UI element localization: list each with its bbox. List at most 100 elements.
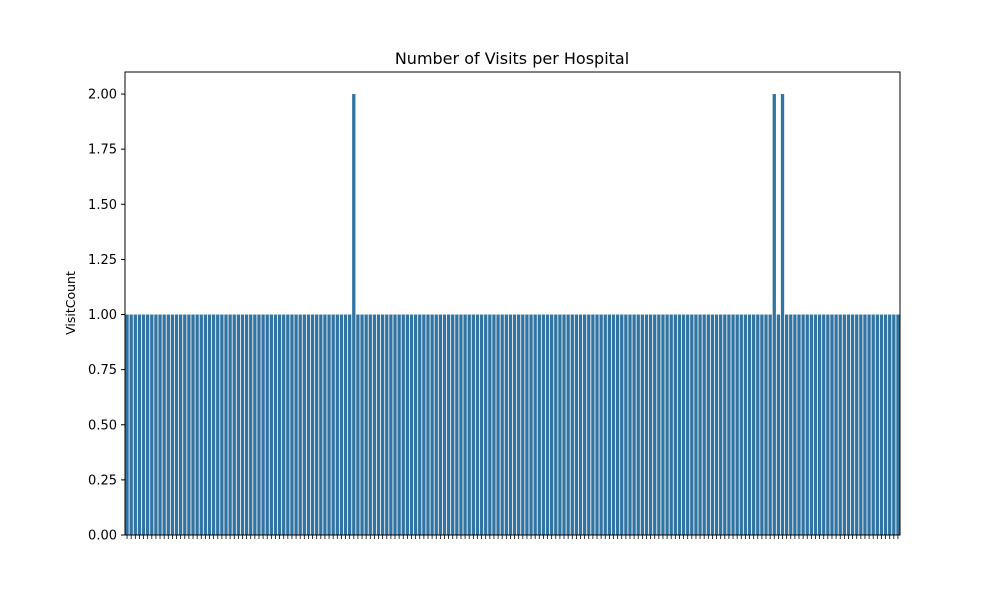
bar — [739, 314, 743, 535]
bar — [875, 314, 879, 535]
bar — [401, 314, 405, 535]
bar — [463, 314, 467, 535]
bar — [240, 314, 245, 535]
bar — [541, 314, 546, 535]
bar — [409, 314, 414, 535]
bar — [154, 314, 158, 535]
bar — [158, 314, 162, 535]
bar — [339, 314, 344, 535]
bar — [273, 314, 278, 535]
y-tick-label: 1.25 — [88, 253, 117, 268]
bar — [714, 314, 719, 535]
bar — [166, 314, 170, 535]
y-tick-label: 1.00 — [88, 308, 117, 323]
bar — [822, 314, 826, 535]
bar — [162, 314, 166, 535]
bar — [644, 314, 649, 535]
bar — [756, 314, 760, 535]
bar — [669, 314, 673, 535]
bar — [376, 314, 381, 535]
bar — [743, 314, 748, 535]
bar — [372, 314, 377, 535]
bar — [834, 314, 838, 535]
bar — [207, 314, 212, 535]
bar — [471, 314, 475, 535]
y-tick-label: 0.50 — [88, 418, 117, 433]
y-axis: 0.00 0.25 0.50 0.75 1.00 1.25 1.50 1.75 2.00 — [88, 88, 125, 544]
bar — [315, 314, 319, 535]
y-tick-label: 1.50 — [88, 198, 117, 213]
bar — [335, 314, 339, 535]
bar — [343, 314, 348, 535]
bar — [306, 314, 311, 535]
bar — [265, 314, 269, 535]
bar — [706, 314, 710, 535]
x-axis — [126, 535, 899, 539]
bar — [624, 314, 628, 535]
bar — [896, 314, 900, 535]
bar — [805, 314, 809, 535]
bar — [348, 314, 352, 535]
bar — [735, 314, 739, 535]
y-tick-label: 0.75 — [88, 363, 117, 378]
bar — [236, 314, 241, 535]
bar — [525, 314, 529, 535]
bar — [397, 314, 401, 535]
bar — [183, 314, 187, 535]
bar — [698, 314, 702, 535]
bar — [776, 314, 781, 535]
bar — [385, 314, 389, 535]
bar — [760, 314, 764, 535]
bar — [216, 314, 220, 535]
bar — [257, 314, 261, 535]
bar — [521, 314, 525, 535]
bar — [220, 314, 224, 535]
plot-frame — [124, 71, 901, 536]
bar — [620, 314, 624, 535]
bar — [657, 314, 661, 535]
bar — [723, 314, 727, 535]
bar — [780, 94, 785, 536]
bar — [628, 314, 632, 535]
bars-group — [125, 94, 900, 536]
bar — [566, 314, 570, 535]
bar — [327, 314, 331, 535]
bar — [137, 314, 142, 535]
bar — [681, 314, 686, 535]
bar — [146, 314, 150, 535]
bar — [418, 314, 422, 535]
bar — [719, 314, 723, 535]
bar — [174, 314, 179, 535]
bar — [232, 314, 236, 535]
bar — [488, 314, 492, 535]
bar — [855, 314, 859, 535]
bar — [269, 314, 273, 535]
bar — [587, 314, 591, 535]
bar — [199, 314, 203, 535]
bar — [591, 314, 595, 535]
bar — [356, 314, 360, 535]
bar — [574, 314, 579, 535]
bar — [809, 314, 814, 535]
bar — [871, 314, 875, 535]
bar — [261, 314, 265, 535]
bar — [310, 314, 315, 535]
bar — [484, 314, 488, 535]
bar — [282, 314, 286, 535]
bar — [863, 314, 867, 535]
bar — [294, 314, 298, 535]
bar — [793, 314, 797, 535]
bar — [492, 314, 496, 535]
bar — [838, 314, 842, 535]
bar — [150, 314, 154, 535]
bar — [607, 314, 612, 535]
bar — [661, 314, 665, 535]
bar — [302, 314, 306, 535]
bar — [187, 314, 191, 535]
bar — [595, 314, 599, 535]
bar — [442, 314, 447, 535]
bar — [727, 314, 731, 535]
y-tick-label: 0.00 — [88, 529, 117, 544]
bar — [368, 314, 372, 535]
bar — [438, 314, 443, 535]
